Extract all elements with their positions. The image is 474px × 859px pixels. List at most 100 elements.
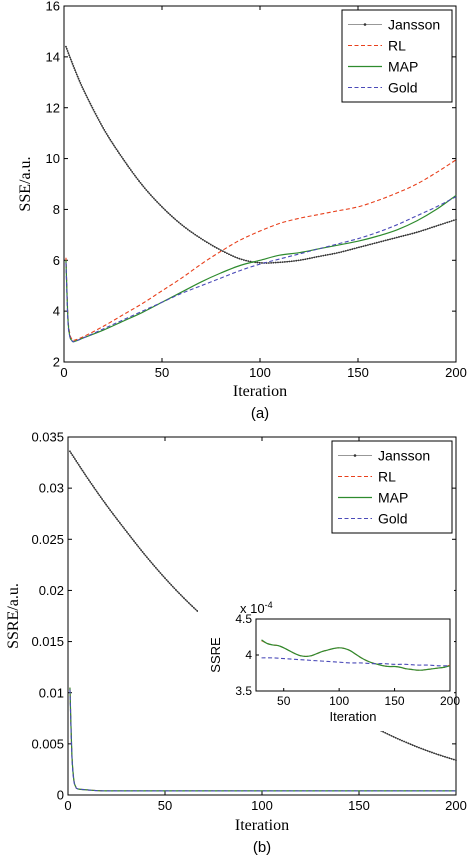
- series-marker-jansson: [107, 507, 110, 510]
- legend-label-rl: RL: [378, 469, 396, 485]
- series-marker-jansson: [113, 514, 116, 517]
- caption-b: (b): [253, 839, 271, 856]
- series-marker-jansson: [94, 488, 97, 491]
- series-marker-jansson: [161, 205, 163, 208]
- series-marker-jansson: [73, 67, 76, 69]
- series-marker-jansson: [135, 176, 138, 179]
- series-marker-jansson: [238, 257, 241, 260]
- x-axis-label-b: Iteration: [235, 817, 289, 834]
- series-marker-jansson: [159, 572, 162, 574]
- series-marker-jansson: [411, 744, 414, 746]
- y-tick-label: 2: [53, 355, 60, 370]
- series-marker-jansson: [183, 225, 185, 228]
- series-marker-jansson: [329, 253, 331, 256]
- series-marker-jansson: [200, 237, 202, 240]
- series-marker-jansson: [369, 243, 372, 246]
- series-marker-jansson: [151, 195, 154, 198]
- series-marker-jansson: [149, 194, 152, 197]
- legend-marker-jansson: [353, 454, 357, 457]
- inset-exponent-label: x 10-4: [240, 600, 273, 616]
- legend-label-map: MAP: [388, 59, 418, 75]
- series-marker-jansson: [422, 229, 425, 232]
- series-marker-jansson: [209, 243, 212, 246]
- series-marker-jansson: [125, 163, 128, 166]
- series-marker-jansson: [162, 575, 165, 578]
- series-marker-jansson: [98, 494, 101, 497]
- series-marker-jansson: [315, 256, 318, 258]
- series-marker-jansson: [101, 498, 103, 500]
- series-marker-jansson: [124, 529, 127, 532]
- legend-box: [331, 440, 453, 534]
- series-marker-jansson: [113, 144, 115, 147]
- series-marker-jansson: [378, 241, 380, 244]
- series-marker-jansson: [439, 754, 442, 757]
- y-tick-label: 14: [46, 49, 60, 64]
- series-marker-jansson: [93, 486, 96, 489]
- series-marker-jansson: [86, 96, 89, 99]
- series-marker-jansson: [105, 132, 108, 135]
- series-marker-jansson: [391, 237, 394, 240]
- series-marker-jansson: [230, 254, 232, 257]
- series-marker-jansson: [91, 106, 94, 109]
- series-marker-jansson: [435, 753, 438, 755]
- series-marker-jansson: [188, 229, 191, 232]
- legend-marker-jansson: [363, 23, 367, 26]
- y-tick-label: 0.025: [31, 532, 64, 547]
- series-marker-jansson: [74, 458, 76, 460]
- series-marker-jansson: [247, 260, 250, 263]
- legend-label-gold: Gold: [388, 80, 418, 96]
- series-marker-jansson: [164, 577, 166, 580]
- series-marker-jansson: [128, 534, 131, 537]
- series-marker-jansson: [184, 598, 187, 601]
- series-marker-jansson: [118, 152, 120, 155]
- series-marker-jansson: [232, 255, 235, 258]
- series-marker-jansson: [96, 116, 99, 119]
- series-group-a: [65, 45, 457, 343]
- series-marker-jansson: [308, 257, 311, 260]
- series-marker-jansson: [420, 747, 423, 750]
- series-marker-jansson: [277, 261, 279, 264]
- series-marker-jansson: [403, 740, 406, 743]
- series-marker-jansson: [90, 483, 93, 485]
- inset-y-axis-label: SSRE: [208, 637, 223, 673]
- legend-label-rl: RL: [388, 38, 406, 54]
- x-tick-label: 100: [249, 365, 271, 380]
- series-marker-jansson: [409, 743, 412, 746]
- series-marker-jansson: [256, 261, 259, 264]
- series-marker-jansson: [389, 238, 391, 241]
- series-marker-jansson: [116, 150, 119, 153]
- series-marker-jansson: [367, 244, 369, 246]
- series-marker-jansson: [176, 590, 179, 593]
- series-marker-jansson: [258, 261, 261, 264]
- series-marker-jansson: [145, 189, 148, 191]
- series-marker-jansson: [82, 88, 85, 91]
- series-marker-jansson: [84, 92, 87, 95]
- series-marker-jansson: [192, 606, 195, 609]
- series-marker-jansson: [411, 232, 414, 235]
- y-tick-label: 0.03: [39, 481, 64, 496]
- series-marker-jansson: [99, 496, 102, 499]
- series-marker-jansson: [154, 566, 157, 569]
- series-marker-jansson: [433, 752, 435, 755]
- series-marker-jansson: [322, 254, 325, 257]
- legend-label-jansson: Jansson: [378, 448, 430, 464]
- series-marker-jansson: [129, 169, 132, 171]
- series-marker-jansson: [317, 255, 320, 258]
- series-marker-jansson: [242, 259, 245, 261]
- series-marker-jansson: [364, 244, 367, 247]
- series-marker-jansson: [192, 232, 195, 235]
- series-marker-jansson: [74, 69, 76, 72]
- series-marker-jansson: [283, 261, 286, 263]
- series-marker-jansson: [128, 167, 131, 170]
- legend-b: Jansson RL MAP Gold: [331, 440, 453, 534]
- series-marker-jansson: [87, 98, 90, 101]
- series-marker-jansson: [93, 110, 96, 113]
- series-marker-jansson: [394, 736, 397, 739]
- series-marker-jansson: [439, 223, 442, 226]
- series-marker-jansson: [114, 516, 117, 519]
- series-marker-jansson: [84, 473, 86, 476]
- series-marker-jansson: [72, 456, 75, 458]
- series-marker-jansson: [444, 222, 446, 225]
- series-marker-jansson: [324, 254, 327, 257]
- series-marker-jansson: [202, 238, 204, 241]
